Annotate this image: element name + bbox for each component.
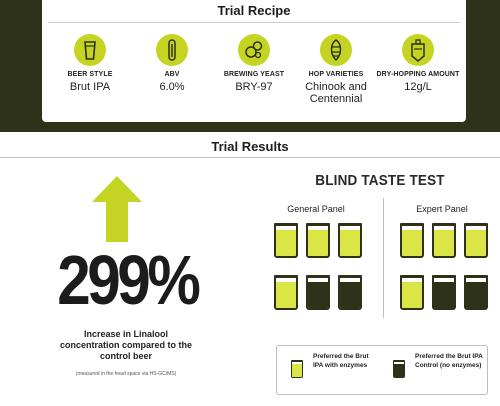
taste-glass-light <box>338 223 362 258</box>
up-arrow-icon <box>92 176 142 242</box>
linalool-increase-value: 299% <box>57 241 201 319</box>
recipe-value: BRY-97 <box>235 81 273 93</box>
taste-glass-light <box>400 275 424 310</box>
recipe-label: BREWING YEAST <box>223 71 285 78</box>
beer-fill <box>434 281 454 308</box>
taste-glass-light <box>274 223 298 258</box>
linalool-caption: Increase in Linalool concentration compa… <box>59 329 193 361</box>
beer-fill <box>402 281 422 308</box>
recipe-label: ABV <box>164 71 180 78</box>
recipe-item-dry-hopping: DRY-HOPPING AMOUNT 12g/L <box>376 34 460 93</box>
taste-glass-light <box>400 223 424 258</box>
results-divider <box>0 157 500 158</box>
beer-fill <box>466 229 486 256</box>
beer-fill <box>308 281 328 308</box>
recipe-value: Chinook and Centennial <box>305 81 367 105</box>
legend-text-enzymes: Preferred the Brut IPA with enzymes <box>313 353 369 369</box>
beer-fill <box>340 281 360 308</box>
beer-fill <box>402 229 422 256</box>
beer-fill <box>308 229 328 256</box>
taste-glass-light <box>274 275 298 310</box>
title-divider <box>48 22 460 23</box>
taste-glass-light <box>306 223 330 258</box>
measurement-note: (measured in the head space via HS-GC/MS… <box>75 371 177 377</box>
recipe-value: 12g/L <box>404 81 432 93</box>
legend-glass-dark <box>393 360 405 378</box>
beer-fill <box>276 281 296 308</box>
blind-taste-test-title: BLIND TASTE TEST <box>315 172 445 189</box>
recipe-label: HOP VARIETIES <box>308 71 364 78</box>
panel-divider <box>383 198 384 318</box>
legend-glass-light <box>291 360 303 378</box>
recipe-item-beer-style: BEER STYLE Brut IPA <box>48 34 132 93</box>
recipe-label: DRY-HOPPING AMOUNT <box>376 71 460 78</box>
taste-glass-light <box>464 223 488 258</box>
results-title: Trial Results <box>211 139 289 154</box>
recipe-item-brewing-yeast: BREWING YEAST BRY-97 <box>212 34 296 93</box>
beer-fill <box>276 229 296 256</box>
legend-text-control: Preferred the Brut IPA Control (no enzym… <box>415 353 483 369</box>
taste-glass-dark <box>338 275 362 310</box>
recipe-value: 6.0% <box>159 81 185 93</box>
trial-recipe-card: Trial Recipe BEER STYLE Brut IPA ABV 6.0… <box>42 0 466 122</box>
beer-glass-icon <box>74 34 106 66</box>
taste-glass-dark <box>306 275 330 310</box>
legend: Preferred the Brut IPA with enzymes Pref… <box>276 345 488 395</box>
recipe-title: Trial Recipe <box>217 3 291 18</box>
recipe-item-hop-varieties: HOP VARIETIES Chinook and Centennial <box>294 34 378 105</box>
thermometer-icon <box>156 34 188 66</box>
taste-glass-light <box>432 223 456 258</box>
taste-glass-dark <box>432 275 456 310</box>
hop-cone-icon <box>320 34 352 66</box>
beer-fill <box>434 229 454 256</box>
general-panel-title: General Panel <box>287 204 345 214</box>
beer-fill <box>466 281 486 308</box>
recipe-value: Brut IPA <box>69 81 111 93</box>
recipe-item-abv: ABV 6.0% <box>130 34 214 93</box>
yeast-cells-icon <box>238 34 270 66</box>
beer-fill <box>340 229 360 256</box>
fermenter-tank-icon <box>402 34 434 66</box>
taste-glass-dark <box>464 275 488 310</box>
expert-panel-title: Expert Panel <box>416 204 468 214</box>
recipe-label: BEER STYLE <box>67 71 113 78</box>
